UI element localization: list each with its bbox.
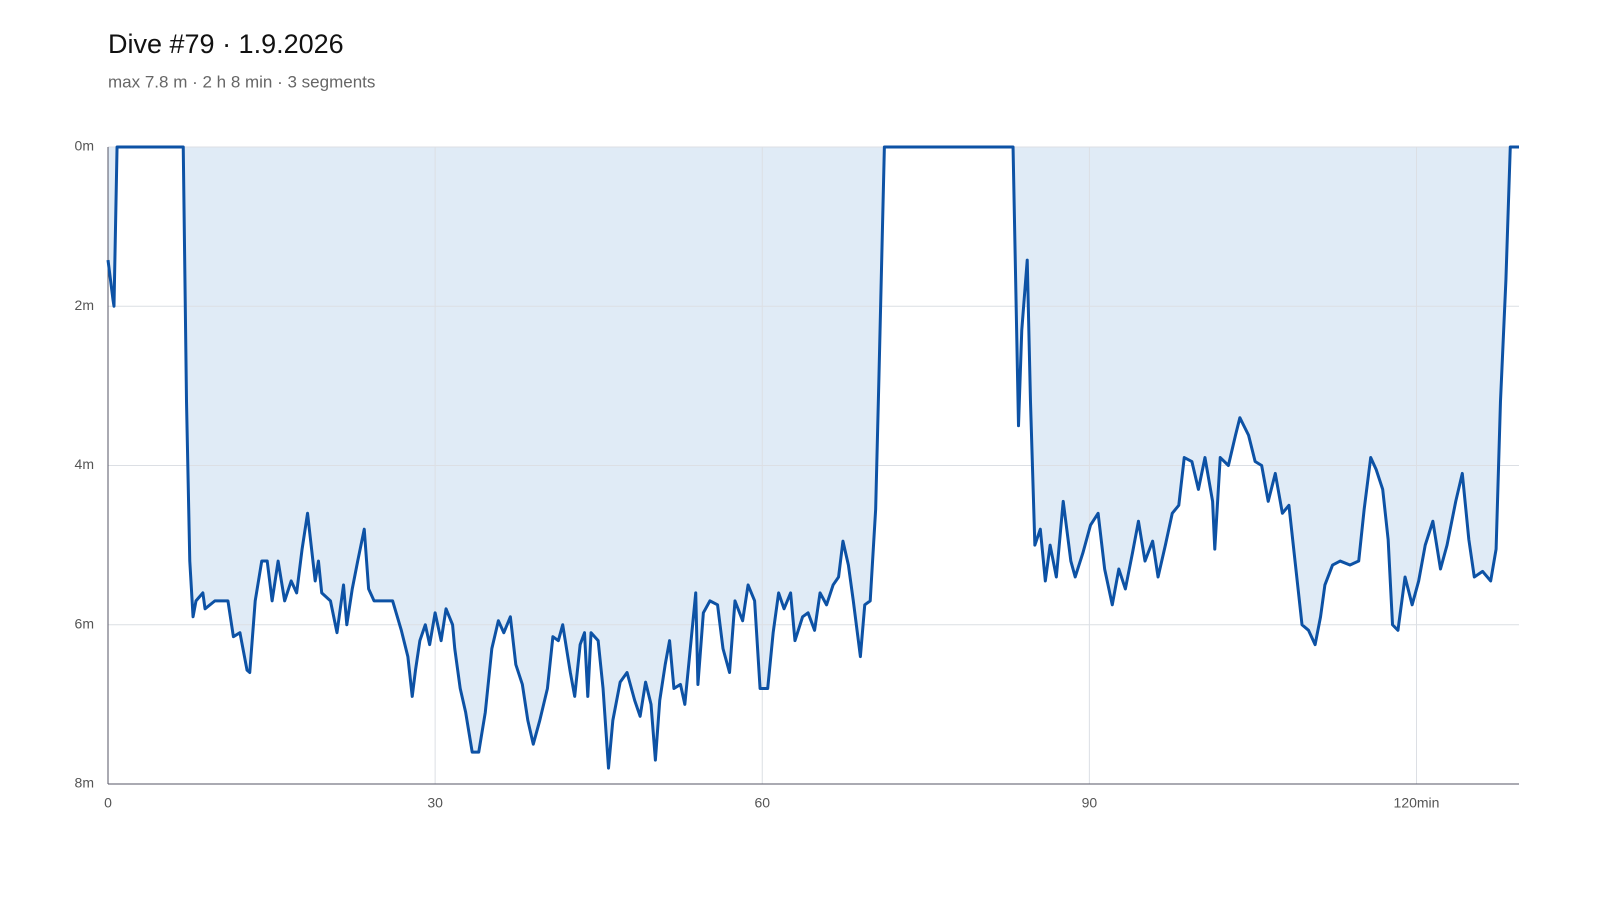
x-tick-label: 30 (427, 795, 443, 811)
x-tick-label: 90 (1082, 795, 1098, 811)
x-tick-label: 0 (104, 795, 112, 811)
chart-title: Dive #79 · 1.9.2026 (108, 29, 344, 59)
chart-subtitle: max 7.8 m · 2 h 8 min · 3 segments (108, 72, 375, 91)
y-tick-label: 6m (75, 615, 94, 631)
y-tick-label: 8m (75, 775, 94, 791)
depth-area (108, 147, 1519, 769)
x-tick-label: 120min (1394, 795, 1440, 811)
y-tick-label: 2m (75, 297, 94, 313)
x-tick-label: 60 (754, 795, 770, 811)
y-tick-label: 4m (75, 456, 94, 472)
depth-line (106, 145, 1519, 770)
y-tick-label: 0m (75, 138, 94, 154)
